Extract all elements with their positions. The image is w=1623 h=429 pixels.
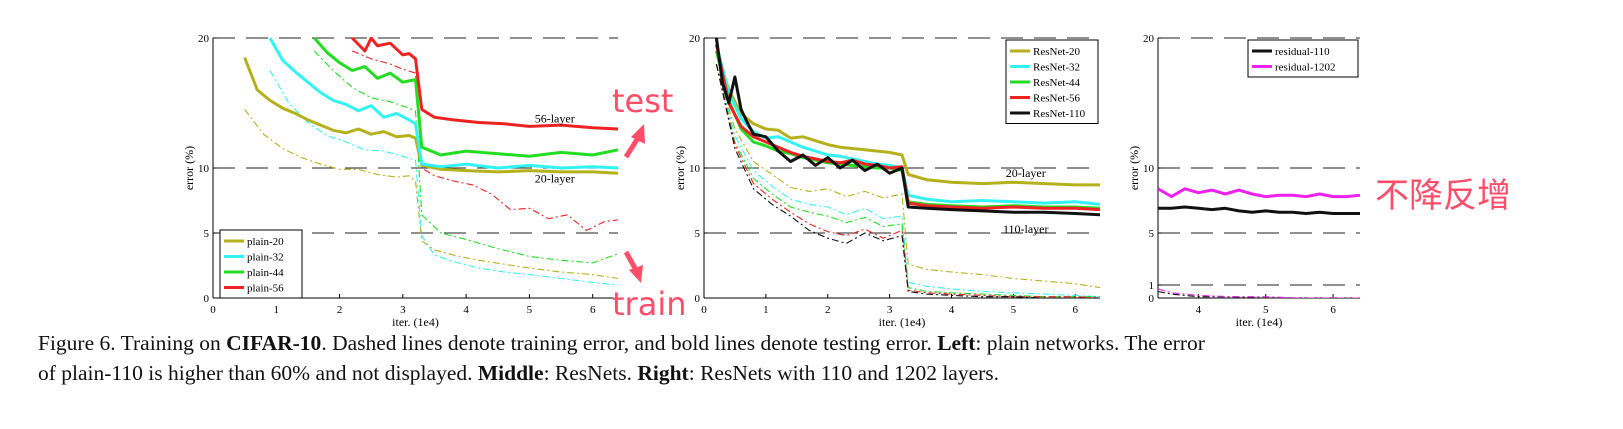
- legend-label-residual-1202: residual-1202: [1275, 62, 1335, 74]
- legend-label-ResNet-44: ResNet-44: [1033, 77, 1081, 89]
- caption-line2-run-1: Middle: [477, 361, 544, 385]
- annotation-test-label: test: [612, 82, 673, 120]
- y-axis-label: error (%): [673, 146, 687, 190]
- series-ResNet-32-train-line: [715, 63, 1100, 298]
- inline-label-0: 56-layer: [535, 112, 575, 126]
- legend-label-residual-110: residual-110: [1275, 46, 1330, 58]
- x-tick-label-0: 0: [701, 304, 707, 316]
- series-residual-110-test-line: [1158, 205, 1360, 215]
- legend: plain-20 plain-32 plain-44 plain-56: [219, 229, 303, 299]
- caption-line-2: of plain-110 is higher than 60% and not …: [38, 358, 1598, 388]
- x-tick-label-4: 4: [949, 304, 955, 316]
- figure-caption: Figure 6. Training on CIFAR-10. Dashed l…: [38, 328, 1598, 388]
- caption-line1-run-1: CIFAR-10: [226, 331, 322, 355]
- x-axis-label: iter. (1e4): [392, 315, 439, 329]
- legend: ResNet-20 ResNet-32 ResNet-44 ResNet-56 ResN…: [1005, 39, 1099, 124]
- annotation-train: train: [612, 250, 686, 323]
- annotation-no-drop: 不降反增: [1375, 176, 1511, 216]
- series-residual-110-train-line: [1158, 290, 1360, 298]
- x-tick-label-1: 1: [763, 304, 769, 316]
- x-tick-label-3: 3: [887, 304, 893, 316]
- series-ResNet-110-test-line: [714, 37, 1100, 217]
- arrow-up-icon: [623, 124, 645, 159]
- caption-line-1: Figure 6. Training on CIFAR-10. Dashed l…: [38, 328, 1598, 358]
- x-tick-label-4: 4: [1196, 304, 1202, 316]
- x-tick-label-0: 0: [210, 304, 216, 316]
- caption-line1-run-4: : plain networks. The error: [975, 331, 1205, 355]
- caption-line1-run-2: . Dashed lines denote training error, an…: [321, 331, 938, 355]
- x-tick-label-6: 6: [1330, 304, 1336, 316]
- annotation-train-label: train: [612, 285, 686, 323]
- x-tick-label-3: 3: [400, 304, 406, 316]
- y-axis-label: error (%): [1127, 146, 1141, 190]
- legend: residual-110 residual-1202: [1247, 39, 1359, 78]
- left-panel-plain-networks: 0 5 10 20 0 1 2 3 4 5 6 iter. (1e4) error (%) 56-laye…: [182, 33, 618, 329]
- annotation-test: test: [612, 82, 673, 159]
- x-tick-label-4: 4: [463, 304, 469, 316]
- inline-label-1: 110-layer: [1003, 222, 1049, 236]
- x-tick-label-5: 5: [527, 304, 533, 316]
- legend-label-plain-32: plain-32: [247, 252, 284, 264]
- series-ResNet-56-train-line: [715, 63, 1100, 298]
- y-tick-label-5: 5: [1149, 228, 1155, 240]
- series-plain-20-test-line: [243, 56, 618, 175]
- y-tick-label-0: 0: [695, 293, 701, 305]
- right-panel-deep-resnets: 01 5 10 20 4 5 6 iter. (1e4) error (%) residual-1…: [1127, 33, 1360, 329]
- arrow-down-icon: [623, 250, 643, 283]
- x-tick-label-2: 2: [825, 304, 831, 316]
- y-tick-label-20: 20: [689, 33, 701, 45]
- x-tick-label-6: 6: [1073, 304, 1079, 316]
- legend-label-plain-56: plain-56: [247, 283, 284, 295]
- y-tick-label-10: 10: [1143, 163, 1155, 175]
- y-tick-label-10: 10: [689, 163, 701, 175]
- series-plain-44-test-line: [313, 37, 618, 158]
- legend-label-ResNet-20: ResNet-20: [1033, 46, 1081, 58]
- caption-line1-run-3: Left: [937, 331, 976, 355]
- series-ResNet-110-train-line: [715, 63, 1100, 298]
- legend-label-ResNet-110: ResNet-110: [1033, 108, 1086, 120]
- inline-label-0: 20-layer: [1006, 166, 1046, 180]
- x-tick-label-6: 6: [590, 304, 596, 316]
- caption-line2-run-4: : ResNets with 110 and 1202 layers.: [688, 361, 1000, 385]
- series-plain-20-train-line: [244, 109, 618, 280]
- x-axis-label: iter. (1e4): [1236, 315, 1283, 329]
- series-residual-1202-train-line: [1158, 288, 1360, 298]
- y-tick-label-1: 1: [1149, 280, 1155, 292]
- legend-label-plain-44: plain-44: [247, 267, 284, 279]
- legend-box: [1247, 39, 1359, 78]
- x-tick-label-5: 5: [1263, 304, 1269, 316]
- caption-line2-run-3: Right: [637, 361, 689, 385]
- legend-label-ResNet-32: ResNet-32: [1033, 62, 1080, 74]
- series-plain-44-train-line: [313, 50, 618, 264]
- middle-panel-resnets: 0 5 10 20 0 1 2 3 4 5 6 iter. (1e4) error (%) 20-laye…: [673, 33, 1100, 329]
- y-tick-label-20: 20: [198, 33, 210, 45]
- series-ResNet-56-test-line: [714, 44, 1100, 212]
- caption-line1-run-0: Figure 6. Training on: [38, 331, 227, 355]
- legend-label-plain-20: plain-20: [247, 236, 284, 248]
- x-tick-label-2: 2: [337, 304, 343, 316]
- y-tick-label-5: 5: [695, 228, 701, 240]
- caption-line2-run-0: of plain-110 is higher than 60% and not …: [38, 361, 478, 385]
- y-tick-label-20: 20: [1143, 33, 1155, 45]
- x-tick-label-5: 5: [1011, 304, 1017, 316]
- x-axis-label: iter. (1e4): [879, 315, 926, 329]
- series-plain-56-train-line: [351, 50, 618, 231]
- legend-label-ResNet-56: ResNet-56: [1033, 93, 1081, 105]
- y-axis-label: error (%): [182, 146, 196, 190]
- caption-line2-run-2: : ResNets.: [543, 361, 638, 385]
- series-residual-1202-test-line: [1158, 187, 1360, 199]
- series-ResNet-20-test-line: [714, 50, 1100, 187]
- y-tick-label-0: 0: [204, 293, 210, 305]
- inline-label-1: 20-layer: [535, 171, 575, 185]
- series-plain-32-test-line: [268, 37, 618, 170]
- y-tick-label-10: 10: [198, 163, 210, 175]
- y-tick-label-5: 5: [204, 228, 210, 240]
- series-plain-56-test-line: [351, 37, 618, 131]
- x-tick-label-1: 1: [274, 304, 280, 316]
- y-tick-label-0: 0: [1149, 293, 1155, 305]
- series-plain-32-train-line: [269, 70, 618, 286]
- series-ResNet-44-train-line: [715, 63, 1100, 298]
